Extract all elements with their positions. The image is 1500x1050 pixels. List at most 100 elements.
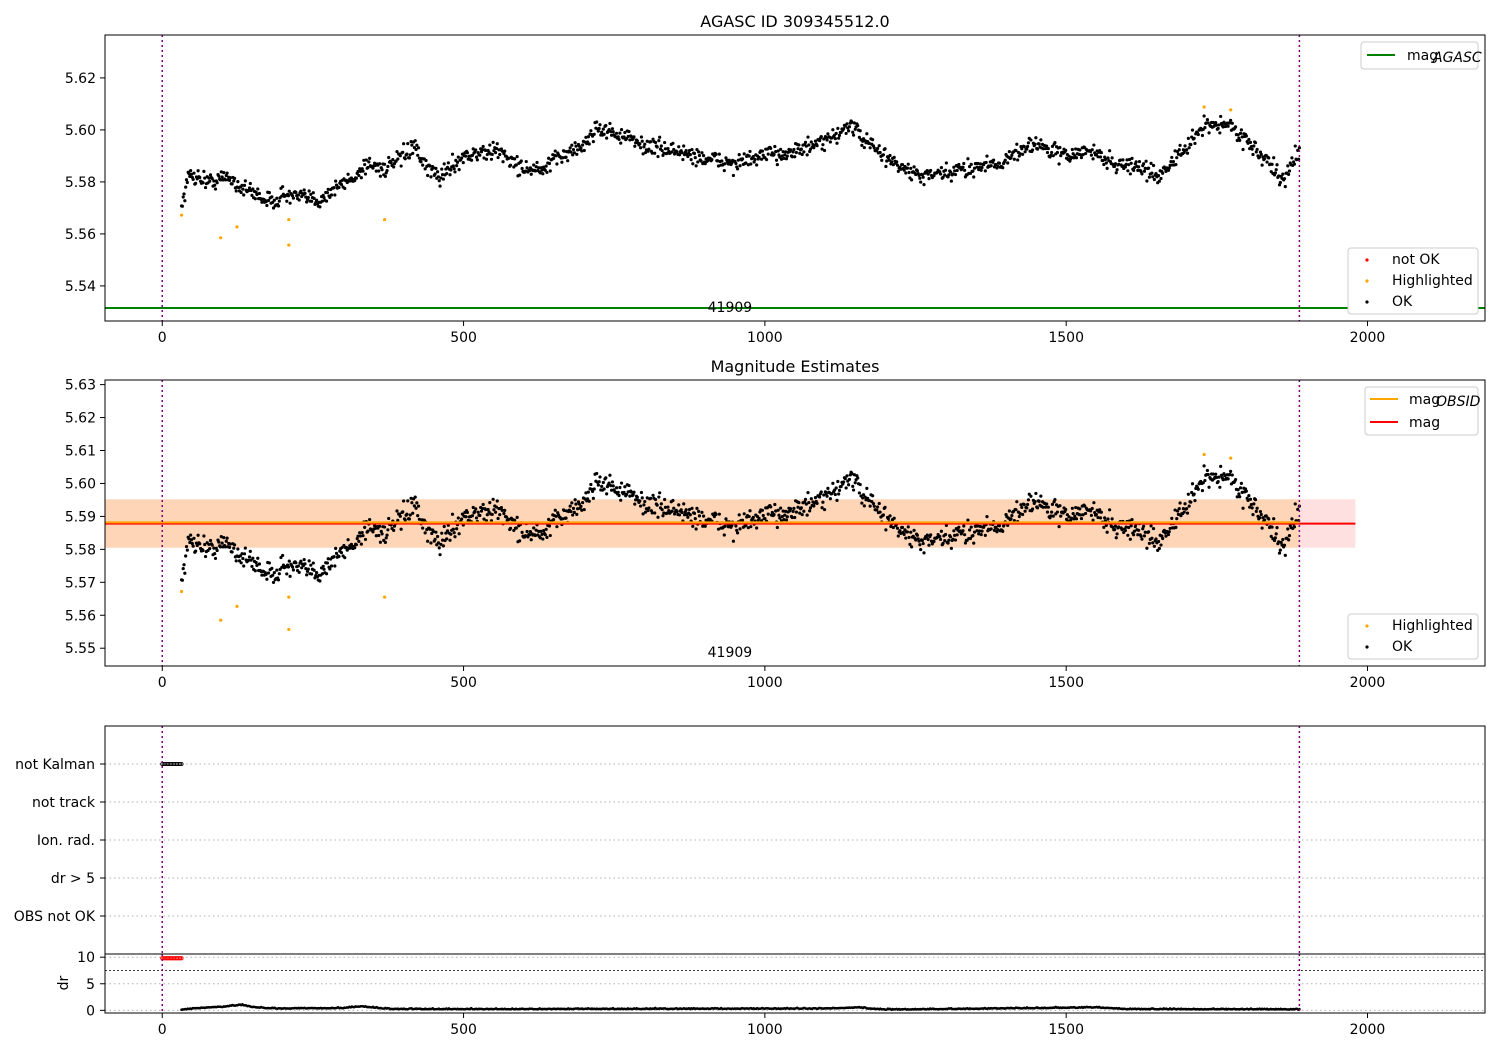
ok-point xyxy=(634,498,638,502)
ok-point xyxy=(591,496,595,500)
ok-point xyxy=(938,534,942,539)
ok-point xyxy=(1088,509,1093,513)
ok-point xyxy=(1049,514,1053,518)
ok-point xyxy=(748,509,752,513)
ok-point xyxy=(610,127,615,131)
ok-point xyxy=(734,524,738,528)
ok-point xyxy=(1030,148,1035,152)
ok-point xyxy=(635,495,639,499)
x-tick-label: 2000 xyxy=(1350,1022,1386,1038)
ok-point xyxy=(747,514,751,519)
ok-point xyxy=(906,525,910,529)
ok-point xyxy=(643,142,647,146)
ok-point xyxy=(655,503,659,507)
ok-point xyxy=(663,147,668,151)
ok-point xyxy=(1120,528,1124,532)
ok-point xyxy=(780,514,784,519)
ok-point xyxy=(1091,518,1095,522)
ok-point xyxy=(358,167,362,171)
ok-point xyxy=(694,164,698,168)
ok-point xyxy=(445,171,449,176)
ok-point xyxy=(1069,516,1074,520)
ok-point xyxy=(440,173,445,177)
ok-point xyxy=(863,495,867,499)
ok-point xyxy=(716,159,720,163)
ok-point xyxy=(720,159,724,163)
ok-point xyxy=(1259,152,1263,156)
ok-point xyxy=(861,493,866,497)
ok-point xyxy=(1200,488,1205,493)
ok-point xyxy=(337,185,341,190)
ok-point xyxy=(380,532,384,536)
ok-point xyxy=(1069,155,1074,159)
ok-point xyxy=(1196,132,1200,137)
ok-point xyxy=(224,539,228,543)
y-tick-label: 5.60 xyxy=(65,476,96,492)
ok-point xyxy=(1185,511,1190,515)
ok-point xyxy=(267,561,271,565)
ok-point xyxy=(396,157,400,161)
ok-point xyxy=(1070,506,1074,510)
ok-point xyxy=(1262,157,1267,161)
ok-point xyxy=(586,490,591,494)
ok-point xyxy=(586,135,591,139)
ok-point xyxy=(766,512,770,516)
ok-point xyxy=(227,178,232,182)
ok-point xyxy=(1229,469,1233,473)
ok-point xyxy=(842,127,846,131)
ok-point xyxy=(983,169,987,173)
ok-point xyxy=(861,139,865,143)
ok-point xyxy=(1045,502,1049,506)
ok-point xyxy=(693,156,697,160)
ok-point xyxy=(227,545,232,549)
ok-point xyxy=(553,508,557,512)
flag-point xyxy=(179,762,184,767)
ok-point xyxy=(1182,510,1186,514)
ok-point xyxy=(871,494,875,498)
ok-point xyxy=(377,524,382,528)
highlighted-point xyxy=(219,618,223,622)
ok-point xyxy=(1049,153,1053,158)
ok-point xyxy=(1247,137,1251,142)
ok-point xyxy=(1123,165,1127,169)
ok-point xyxy=(450,152,455,156)
ok-point xyxy=(181,566,185,571)
ok-point xyxy=(260,200,264,204)
ok-point xyxy=(731,539,736,543)
ok-point xyxy=(189,169,193,173)
ok-point xyxy=(1018,511,1022,516)
ok-point xyxy=(455,160,460,164)
ok-point xyxy=(690,147,694,152)
ok-point xyxy=(377,162,382,166)
ok-point xyxy=(476,510,480,514)
ok-point xyxy=(1259,512,1263,517)
ok-point xyxy=(820,147,824,151)
ok-point xyxy=(955,533,959,537)
ok-point xyxy=(275,568,279,572)
ok-point xyxy=(471,505,475,510)
ok-point xyxy=(554,514,558,518)
ok-point xyxy=(444,531,448,535)
ok-point xyxy=(253,197,257,201)
ok-point xyxy=(1168,526,1172,531)
highlighted-point xyxy=(1229,108,1233,112)
ok-point xyxy=(194,549,198,553)
ok-point xyxy=(1218,131,1222,135)
ok-point xyxy=(315,198,319,202)
ok-point xyxy=(962,524,966,528)
ok-point xyxy=(356,169,360,174)
ok-point xyxy=(1111,525,1115,529)
ok-point xyxy=(212,546,216,550)
ok-point xyxy=(871,502,876,506)
ok-point xyxy=(914,172,918,177)
y-tick-label: 5.54 xyxy=(65,279,96,295)
ok-point xyxy=(800,152,804,157)
ok-point xyxy=(547,156,551,160)
ok-point xyxy=(1272,538,1277,543)
ok-point xyxy=(774,158,779,162)
ok-point xyxy=(886,156,890,160)
ok-point xyxy=(1145,546,1149,550)
ok-point xyxy=(1205,468,1210,473)
ok-point xyxy=(265,577,269,581)
ok-point xyxy=(656,154,660,159)
